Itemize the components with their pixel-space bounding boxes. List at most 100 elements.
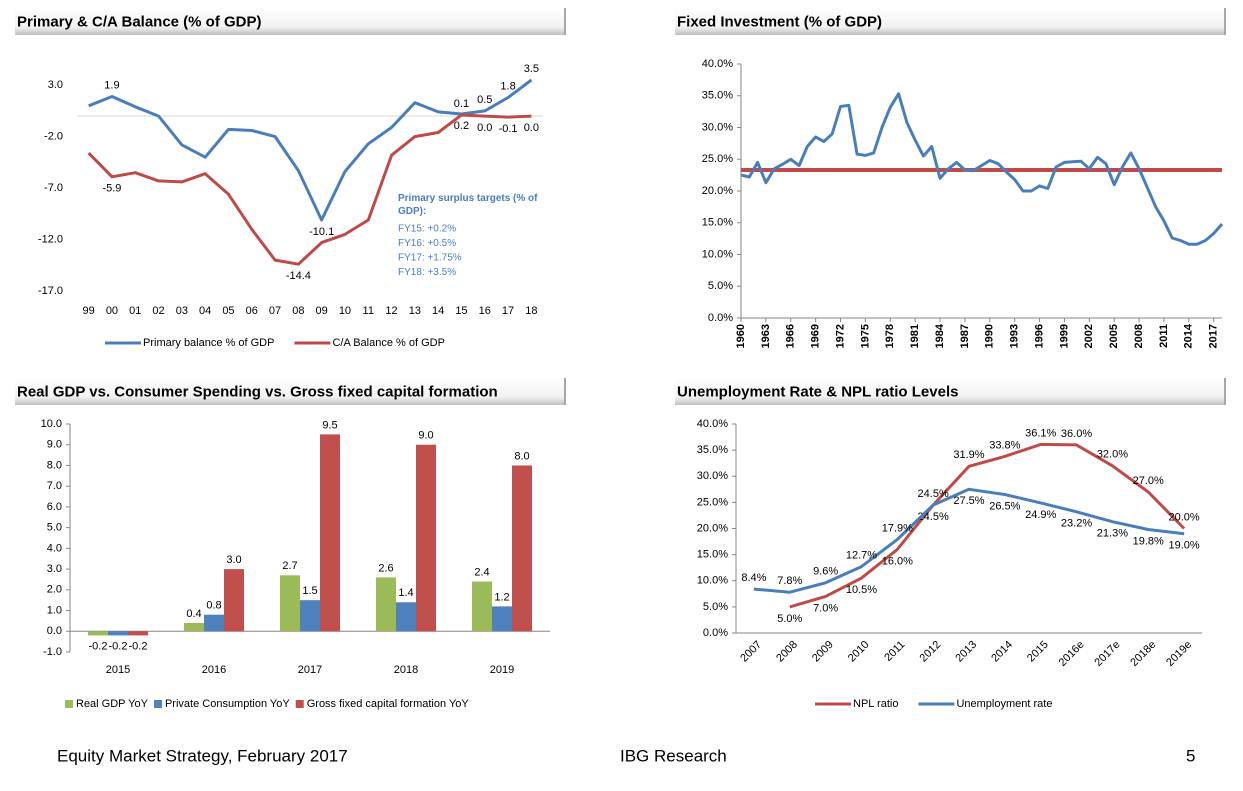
bar <box>184 622 204 632</box>
x-tick-label: 06 <box>246 305 258 317</box>
data-label: 19.0% <box>1168 540 1199 552</box>
data-label: 8.0 <box>514 450 529 462</box>
x-tick-label: 2016e <box>1057 639 1087 669</box>
x-tick-label: 00 <box>106 305 118 317</box>
x-tick-label: 1981 <box>909 324 921 348</box>
x-tick-label: 01 <box>129 305 141 317</box>
data-label: 36.0% <box>1061 428 1092 440</box>
line-series <box>87 113 532 266</box>
x-tick-label: 2014 <box>1183 323 1195 348</box>
data-label: -5.9 <box>102 183 121 195</box>
chart-title: Real GDP vs. Consumer Spending vs. Gross… <box>17 383 498 400</box>
x-tick-label: 2008 <box>1133 324 1145 348</box>
annotation-box: Primary surplus targets (% of GDP): <box>398 193 537 217</box>
line-series <box>88 78 533 222</box>
x-tick-label: 2017e <box>1092 639 1122 669</box>
data-label: 3.0 <box>226 554 241 566</box>
y-tick-label: 0.0% <box>703 627 728 639</box>
data-label: 10.5% <box>846 584 877 596</box>
bar <box>280 575 300 632</box>
chart-title: Primary & C/A Balance (% of GDP) <box>17 13 262 30</box>
legend-label: Unemployment rate <box>956 698 1052 710</box>
title-bar <box>675 378 1225 405</box>
y-tick-label: 40.0% <box>702 58 733 70</box>
data-label: 3.5 <box>524 63 539 75</box>
x-tick-label: 2005 <box>1108 324 1120 348</box>
title-bar <box>675 8 1225 35</box>
y-tick-label: 10.0% <box>697 575 728 587</box>
data-label: 0.5 <box>477 94 492 106</box>
bar <box>376 577 396 632</box>
x-tick-label: 14 <box>432 305 444 317</box>
y-tick-label: 4.0 <box>47 542 62 554</box>
x-tick-label: 1999 <box>1058 324 1070 348</box>
data-label: 5.0% <box>777 613 802 625</box>
legend-swatch <box>65 700 73 708</box>
bar <box>492 606 512 632</box>
y-tick-label: 10.0 <box>41 418 62 430</box>
legend-swatch <box>295 700 304 708</box>
x-tick-label: 2019 <box>490 664 514 676</box>
title-bar <box>15 378 565 405</box>
bar <box>472 581 492 632</box>
x-tick-label: 1990 <box>984 324 996 348</box>
data-label: 0.1 <box>454 98 469 110</box>
x-tick-label: 2008 <box>774 639 800 665</box>
y-tick-label: 25.0% <box>702 153 733 165</box>
x-tick-label: 2011 <box>1158 324 1170 348</box>
chart-title: Fixed Investment (% of GDP) <box>677 13 882 30</box>
y-tick-label: 5.0% <box>703 601 728 613</box>
x-tick-label: 99 <box>83 305 95 317</box>
bar <box>320 434 340 632</box>
data-label: 20.0% <box>1168 511 1199 523</box>
x-tick-label: 2015 <box>106 664 130 676</box>
y-tick-label: 35.0% <box>697 444 728 456</box>
y-tick-label: 6.0 <box>47 501 62 513</box>
bar <box>396 602 416 632</box>
bar <box>416 444 436 632</box>
data-label: 0.0 <box>477 122 492 134</box>
footer-center: IBG Research <box>620 746 727 765</box>
chart-title: Unemployment Rate & NPL ratio Levels <box>677 383 958 400</box>
x-tick-label: 2007 <box>738 639 764 665</box>
x-tick-label: 2013 <box>953 639 979 665</box>
y-tick-label: -1.0 <box>43 646 62 658</box>
y-tick-label: 7.0 <box>47 480 62 492</box>
y-tick-label: 0.0 <box>47 625 62 637</box>
line-series <box>753 487 1185 594</box>
data-label: -0.2 <box>129 640 148 652</box>
x-tick-label: 2017 <box>1208 324 1220 348</box>
data-label: 1.2 <box>494 591 509 603</box>
page-number: 5 <box>1186 746 1195 765</box>
data-label: 1.5 <box>302 585 317 597</box>
x-tick-label: 02 <box>152 305 164 317</box>
x-tick-label: 2002 <box>1083 324 1095 348</box>
x-tick-label: 03 <box>176 305 188 317</box>
x-tick-label: 1993 <box>1009 324 1021 348</box>
x-tick-label: 2017 <box>298 664 322 676</box>
bar <box>88 631 108 636</box>
data-label: 1.8 <box>500 80 515 92</box>
bar <box>204 614 224 632</box>
x-tick-label: 1978 <box>884 324 896 348</box>
data-label: 21.3% <box>1097 528 1128 540</box>
data-label: 2.7 <box>282 560 297 572</box>
y-tick-label: 40.0% <box>697 418 728 430</box>
data-label: 31.9% <box>953 449 984 461</box>
data-label: 9.5 <box>322 419 337 431</box>
x-tick-label: 2012 <box>918 639 944 665</box>
y-tick-label: 1.0 <box>47 604 62 616</box>
data-label: 2.4 <box>474 566 489 578</box>
x-tick-label: 10 <box>339 305 351 317</box>
x-tick-label: 08 <box>292 305 304 317</box>
annotation-line: FY16: +0.5% <box>398 238 456 249</box>
legend-label: C/A Balance % of GDP <box>332 337 445 349</box>
x-tick-label: 1987 <box>959 324 971 348</box>
bar <box>108 631 128 636</box>
legend-label: Private Consumption YoY <box>165 698 290 710</box>
bar <box>512 465 532 632</box>
data-label: 9.0 <box>418 430 433 442</box>
annotation-line: FY18: +3.5% <box>398 267 456 278</box>
x-tick-label: 2011 <box>882 639 907 664</box>
